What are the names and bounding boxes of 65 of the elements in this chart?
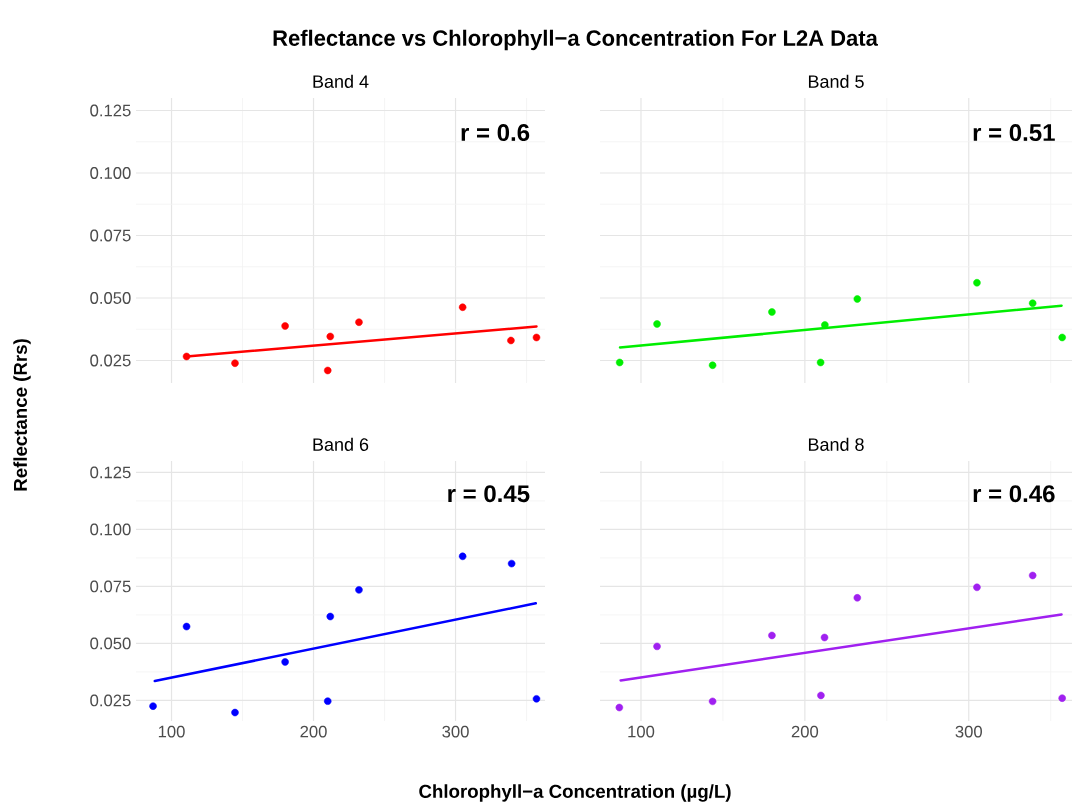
y-tick-label: 0.125 xyxy=(90,466,131,479)
point xyxy=(532,333,541,342)
x-tick-label: 300 xyxy=(442,725,469,738)
point xyxy=(323,697,332,705)
y-tick-label: 0.075 xyxy=(90,229,131,242)
x-tick-label: 200 xyxy=(791,725,819,738)
annotation: r = 0.46 xyxy=(973,485,1055,503)
y-tick-label: 0.075 xyxy=(90,580,131,593)
x-tick-label: 100 xyxy=(158,725,185,738)
point xyxy=(149,702,157,710)
point xyxy=(1028,299,1037,307)
point xyxy=(853,594,862,602)
y-tick-label: 0.025 xyxy=(90,354,131,367)
point xyxy=(708,361,717,369)
point xyxy=(355,586,363,594)
chart-title: Band 6 xyxy=(313,437,369,451)
chart-title: Band 8 xyxy=(808,437,864,451)
point xyxy=(231,359,239,367)
point xyxy=(768,308,776,316)
point xyxy=(326,332,335,341)
y-tick-label: 0.050 xyxy=(90,292,131,304)
point xyxy=(708,697,717,706)
point xyxy=(182,622,191,631)
point xyxy=(615,703,624,712)
point xyxy=(615,358,624,367)
point xyxy=(1028,571,1037,580)
annotation: r = 0.6 xyxy=(461,124,530,142)
annotation: r = 0.51 xyxy=(973,124,1055,142)
point xyxy=(458,552,467,561)
y-tick-label: 0.025 xyxy=(90,694,131,707)
point xyxy=(816,358,825,367)
point xyxy=(507,336,515,345)
point xyxy=(1058,333,1066,342)
x-tick-label: 100 xyxy=(628,725,655,738)
point xyxy=(326,612,335,621)
point xyxy=(231,708,239,717)
annotation: r = 0.45 xyxy=(448,485,530,503)
point xyxy=(532,695,541,703)
point xyxy=(768,631,776,640)
y-axis-title: Reflectance (Rrs) xyxy=(13,339,31,491)
point xyxy=(973,279,981,287)
point xyxy=(1058,694,1066,702)
point xyxy=(820,633,829,642)
point xyxy=(507,559,516,568)
point xyxy=(817,691,825,700)
chart-title: Band 5 xyxy=(808,74,864,88)
point xyxy=(653,642,661,651)
point xyxy=(281,322,289,330)
chart-title: Band 4 xyxy=(313,74,369,88)
point xyxy=(323,366,332,375)
x-tick-label: 300 xyxy=(955,725,982,738)
point xyxy=(355,318,363,326)
text: Reflectance vs Chlorophyll−a Concentration For L2A Data xyxy=(273,29,878,51)
point xyxy=(182,352,191,361)
point xyxy=(653,320,661,328)
point xyxy=(973,583,981,592)
point xyxy=(458,303,467,311)
x-axis-title: Chlorophyll−a Concentration (µg/L) xyxy=(419,784,731,802)
x-tick-label: 200 xyxy=(300,725,327,738)
y-tick-label: 0.100 xyxy=(90,523,131,536)
y-tick-label: 0.125 xyxy=(90,104,131,117)
point xyxy=(281,658,289,666)
point xyxy=(853,295,862,303)
y-tick-label: 0.100 xyxy=(90,167,131,179)
y-tick-label: 0.050 xyxy=(90,637,131,650)
